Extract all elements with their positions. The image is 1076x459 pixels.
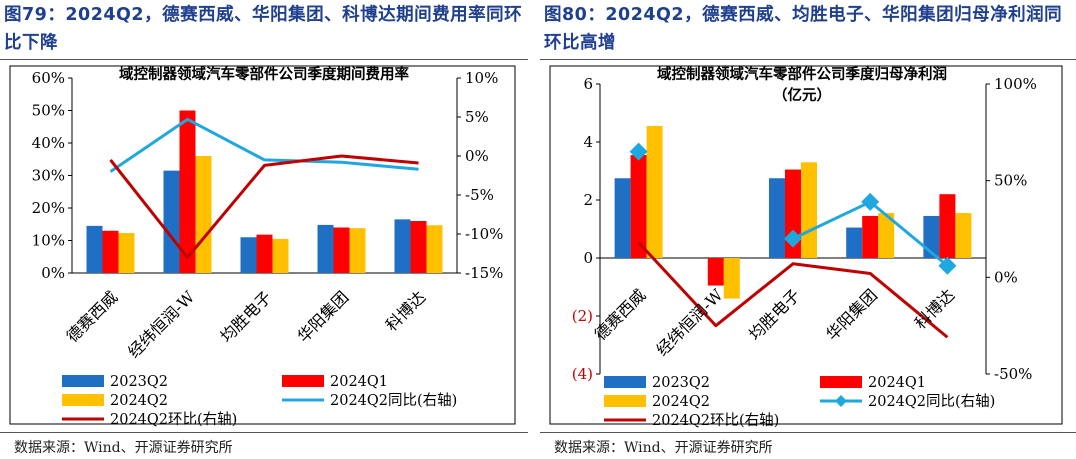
- right-tick-label: 100%: [994, 75, 1037, 93]
- bar-2024q1: [256, 234, 273, 273]
- legend-label: 2024Q1: [330, 374, 388, 390]
- chart-frame: [9, 65, 516, 425]
- left-tick-label: 0: [583, 249, 593, 267]
- left-tick-label: (2): [572, 307, 593, 325]
- bar-2023q2: [394, 219, 411, 273]
- legend-swatch: [62, 375, 104, 387]
- legend-label: 2024Q2: [110, 393, 168, 409]
- bar-2024q2: [272, 238, 289, 273]
- right-tick-label: 0%: [994, 268, 1018, 286]
- bar-2024q2: [195, 156, 212, 273]
- yoy-marker: [938, 256, 957, 275]
- bar-2024q2: [646, 126, 663, 258]
- legend-swatch: [820, 376, 862, 388]
- right-tick-label: 5%: [465, 108, 489, 126]
- left-tick-label: 30%: [32, 167, 65, 185]
- left-tick-label: 4: [583, 133, 593, 151]
- bar-2023q2: [163, 170, 180, 273]
- bottom-divider: [540, 432, 1076, 433]
- bar-2024q1: [179, 110, 196, 273]
- yoy-line: [109, 117, 419, 173]
- legend-label: 2024Q2同比(右轴): [330, 392, 457, 409]
- legend-label: 2024Q1: [868, 375, 926, 391]
- legend-label: 2023Q2: [110, 374, 168, 390]
- top-divider: [0, 59, 528, 60]
- category-label: 华阳集团: [294, 287, 353, 346]
- category-label: 经纬恒润-W: [124, 287, 199, 362]
- category-label: 德赛西威: [63, 287, 122, 346]
- left-tick-label: 60%: [32, 69, 65, 87]
- chart-frame: [549, 65, 1063, 425]
- category-label: 科博达: [382, 287, 429, 334]
- figure-79-panel: 图79：2024Q2，德赛西威、华阳集团、科博达期间费用率同环比下降 0% 10%…: [0, 0, 528, 459]
- legend-label: 2024Q2环比(右轴): [652, 412, 779, 429]
- bar-2024q1: [102, 230, 119, 273]
- source-note: 数据来源：Wind、开源证券研究所: [14, 440, 233, 456]
- right-tick-label: -10%: [465, 225, 503, 243]
- source-note: 数据来源：Wind、开源证券研究所: [554, 440, 773, 456]
- left-tick-label: 6: [583, 75, 593, 93]
- bottom-divider: [0, 432, 528, 433]
- chart-subtitle: （亿元）: [773, 86, 831, 104]
- bar-2024q1: [939, 194, 956, 258]
- chart-title: 域控制器领域汽车零部件公司季度期间费用率: [119, 65, 409, 83]
- bar-2023q2: [769, 178, 785, 258]
- net-profit-chart: (4) (2) 0 2 4 6 -50% 0% 50% 100% 域控制器领域汽车零部件公司季度归母…: [549, 65, 1063, 429]
- bar-2024q1: [333, 227, 350, 273]
- left-tick-label: 10%: [32, 232, 65, 250]
- left-tick-label: 20%: [32, 199, 65, 217]
- right-tick-label: 50%: [994, 172, 1027, 190]
- chart-title: 域控制器领域汽车零部件公司季度归母净利润: [657, 65, 947, 83]
- yoy-marker: [629, 142, 648, 161]
- legend-swatch: [604, 376, 646, 388]
- qoq-line: [637, 241, 949, 339]
- category-label: 华阳集团: [822, 285, 881, 344]
- left-tick-label: 50%: [32, 102, 65, 120]
- bar-2024q2: [955, 213, 972, 258]
- bar-2024q2: [118, 233, 135, 273]
- figure-title: 图79：2024Q2，德赛西威、华阳集团、科博达期间费用率同环比下降: [4, 5, 523, 53]
- bar-2024q1: [630, 155, 647, 258]
- figure-80-panel: 图80：2024Q2，德赛西威、均胜电子、华阳集团归母净利润同环比高增 (4)(…: [540, 0, 1076, 459]
- right-tick-label: -15%: [465, 264, 503, 282]
- legend-label: 2024Q2同比(右轴): [868, 393, 995, 410]
- left-tick-label: 40%: [32, 134, 65, 152]
- bar-2024q2: [723, 258, 740, 299]
- bar-2024q2: [801, 162, 817, 258]
- top-divider: [540, 59, 1076, 60]
- legend-swatch: [282, 375, 324, 387]
- legend-swatch: [62, 394, 104, 406]
- bar-2023q2: [317, 224, 334, 273]
- left-tick-label: (4): [572, 365, 593, 383]
- bar-2023q2: [846, 227, 863, 258]
- bar-2024q2: [878, 213, 895, 258]
- yoy-marker: [784, 229, 802, 248]
- right-tick-label: -5%: [465, 186, 494, 204]
- expense-ratio-chart: 0% 10% 20% 30% 40% 50% 60% -15% -10% -5% 0% 5% 10% 域控…: [9, 65, 516, 428]
- bar-2023q2: [86, 225, 103, 273]
- figure-title: 图80：2024Q2，德赛西威、均胜电子、华阳集团归母净利润同环比高增: [544, 5, 1063, 53]
- right-tick-label: -50%: [994, 365, 1032, 383]
- category-label: 均胜电子: [217, 287, 276, 346]
- left-tick-label: 2: [583, 191, 593, 209]
- right-tick-label: 10%: [465, 69, 498, 87]
- yoy-marker: [861, 192, 880, 211]
- left-tick-label: 0%: [41, 264, 65, 282]
- legend-label: 2024Q2: [652, 394, 710, 410]
- bar-2024q2: [426, 225, 443, 273]
- bar-2024q1: [410, 221, 427, 273]
- bar-2023q2: [240, 237, 257, 273]
- legend-label: 2023Q2: [652, 375, 710, 391]
- bar-2024q1: [862, 215, 879, 258]
- qoq-line: [109, 154, 419, 259]
- legend-label: 2024Q2环比(右轴): [110, 411, 237, 428]
- legend-marker: [835, 395, 847, 407]
- legend-swatch: [604, 395, 646, 407]
- bar-2024q1: [707, 258, 724, 286]
- right-tick-label: 0%: [465, 147, 489, 165]
- bar-2024q2: [349, 228, 366, 273]
- bar-2023q2: [614, 178, 631, 258]
